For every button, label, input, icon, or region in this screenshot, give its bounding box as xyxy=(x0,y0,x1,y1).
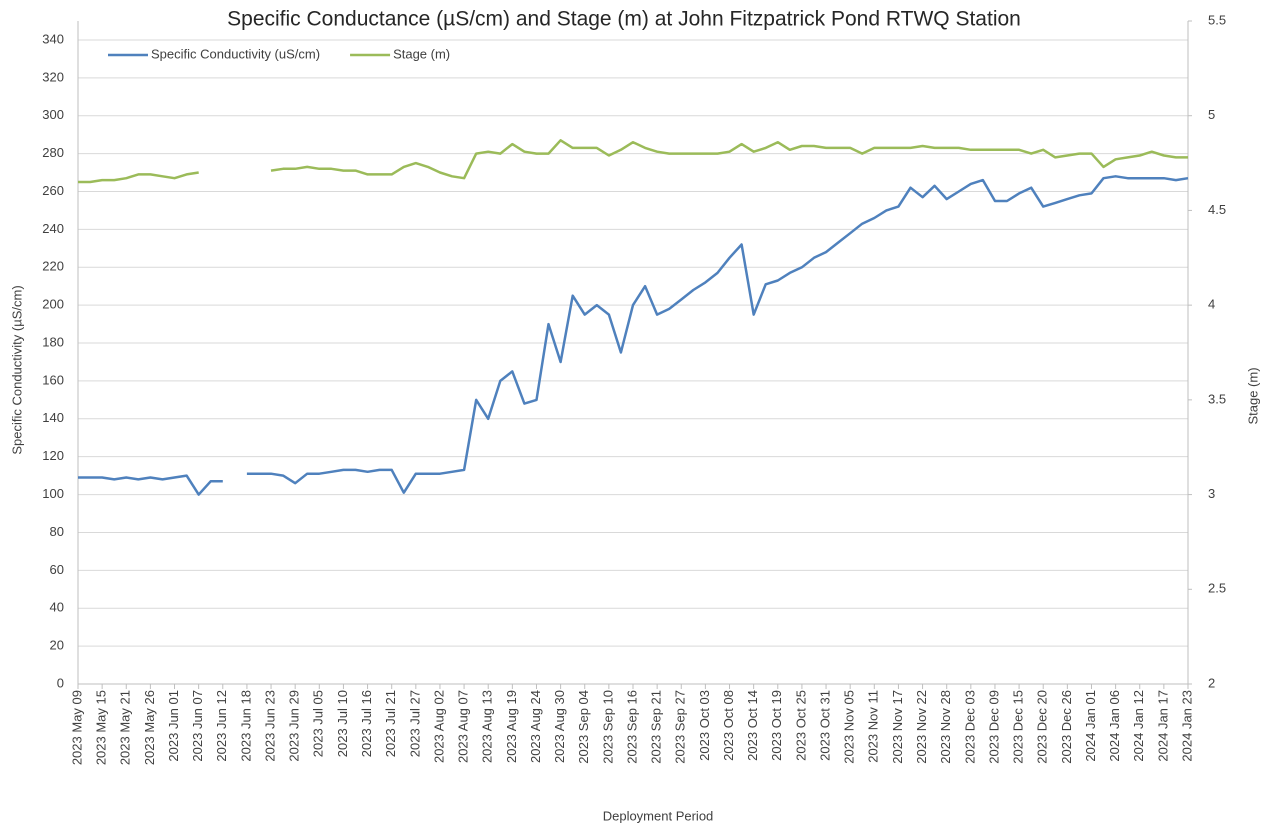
y-tick-label: 240 xyxy=(42,221,64,236)
x-tick-label: 2023 Jun 12 xyxy=(214,690,229,762)
x-tick-label: 2023 Jul 27 xyxy=(407,690,422,757)
y-tick-label: 100 xyxy=(42,486,64,501)
y2-tick-label: 5 xyxy=(1208,107,1215,122)
x-tick-label: 2023 Jul 10 xyxy=(335,690,350,757)
y-tick-label: 320 xyxy=(42,69,64,84)
y2-tick-label: 4.5 xyxy=(1208,202,1226,217)
y-tick-label: 280 xyxy=(42,145,64,160)
y-tick-label: 80 xyxy=(50,524,64,539)
y2-tick-label: 3 xyxy=(1208,486,1215,501)
series-line xyxy=(78,175,1189,496)
x-tick-label: 2023 Dec 09 xyxy=(986,690,1001,764)
y-tick-label: 60 xyxy=(50,562,64,577)
y-tick-label: 300 xyxy=(42,107,64,122)
x-tick-label: 2024 Jan 12 xyxy=(1131,690,1146,762)
x-tick-label: 2023 Oct 03 xyxy=(697,690,712,761)
x-tick-label: 2023 Oct 31 xyxy=(817,690,832,761)
legend-label: Specific Conductivity (uS/cm) xyxy=(151,46,320,61)
x-tick-label: 2023 Dec 20 xyxy=(1035,690,1050,764)
x-tick-label: 2023 Sep 10 xyxy=(600,690,615,764)
y2-tick-label: 2.5 xyxy=(1208,581,1226,596)
x-tick-label: 2023 Nov 05 xyxy=(842,690,857,764)
x-tick-label: 2023 Oct 14 xyxy=(745,690,760,761)
x-tick-label: 2023 Nov 22 xyxy=(914,690,929,764)
x-tick-label: 2023 Sep 27 xyxy=(673,690,688,764)
y2-tick-label: 3.5 xyxy=(1208,391,1226,406)
x-tick-label: 2023 Dec 26 xyxy=(1059,690,1074,764)
x-tick-label: 2024 Jan 01 xyxy=(1083,690,1098,762)
x-tick-label: 2023 Sep 04 xyxy=(576,690,591,764)
legend-label: Stage (m) xyxy=(393,46,450,61)
y-tick-label: 0 xyxy=(57,675,64,690)
x-tick-label: 2023 Aug 13 xyxy=(480,690,495,763)
x-tick-label: 2023 Sep 16 xyxy=(624,690,639,764)
y-tick-label: 200 xyxy=(42,297,64,312)
y2-tick-label: 2 xyxy=(1208,675,1215,690)
x-tick-label: 2023 Oct 19 xyxy=(769,690,784,761)
x-tick-label: 2024 Jan 17 xyxy=(1155,690,1170,762)
y-tick-label: 180 xyxy=(42,334,64,349)
x-tick-label: 2023 Jul 05 xyxy=(311,690,326,757)
x-tick-label: 2023 Oct 25 xyxy=(793,690,808,761)
x-tick-label: 2023 Jun 07 xyxy=(190,690,205,762)
chart-title: Specific Conductance (µS/cm) and Stage (… xyxy=(227,8,1021,31)
y-axis-title: Specific Conductivity (µS/cm) xyxy=(9,285,24,454)
x-tick-label: 2023 Aug 19 xyxy=(504,690,519,763)
y-tick-label: 220 xyxy=(42,259,64,274)
x-tick-label: 2023 Dec 03 xyxy=(962,690,977,764)
x-tick-label: 2024 Jan 23 xyxy=(1179,690,1194,762)
x-tick-label: 2023 May 21 xyxy=(118,690,133,765)
y-tick-label: 140 xyxy=(42,410,64,425)
x-tick-label: 2023 Jun 18 xyxy=(238,690,253,762)
y-tick-label: 120 xyxy=(42,448,64,463)
x-tick-label: 2023 Aug 07 xyxy=(456,690,471,763)
y-tick-label: 340 xyxy=(42,31,64,46)
x-tick-label: 2023 Aug 24 xyxy=(528,690,543,763)
x-tick-label: 2023 Aug 30 xyxy=(552,690,567,763)
series-line xyxy=(78,139,1188,184)
x-tick-label: 2023 Jul 16 xyxy=(359,690,374,757)
x-tick-label: 2023 May 26 xyxy=(142,690,157,765)
x-tick-label: 2023 Nov 28 xyxy=(938,690,953,764)
x-tick-label: 2023 Jun 23 xyxy=(262,690,277,762)
x-tick-label: 2023 Jun 29 xyxy=(287,690,302,762)
x-tick-label: 2023 Nov 17 xyxy=(890,690,905,764)
x-tick-label: 2023 Aug 02 xyxy=(431,690,446,763)
y-tick-label: 160 xyxy=(42,372,64,387)
y-tick-label: 40 xyxy=(50,600,64,615)
y2-tick-label: 4 xyxy=(1208,297,1215,312)
x-tick-label: 2023 Jul 21 xyxy=(383,690,398,757)
x-tick-label: 2023 Nov 11 xyxy=(866,690,881,763)
x-tick-label: 2023 May 15 xyxy=(94,690,109,765)
y2-axis-title: Stage (m) xyxy=(1245,367,1260,424)
x-tick-label: 2023 Sep 21 xyxy=(649,690,664,764)
x-tick-label: 2023 Oct 08 xyxy=(721,690,736,761)
x-axis-title: Deployment Period xyxy=(603,808,714,823)
y-tick-label: 260 xyxy=(42,183,64,198)
x-tick-label: 2023 May 09 xyxy=(69,690,84,765)
x-tick-label: 2023 Dec 15 xyxy=(1011,690,1026,764)
y2-tick-label: 5.5 xyxy=(1208,12,1226,27)
x-tick-label: 2023 Jun 01 xyxy=(166,690,181,762)
x-tick-label: 2024 Jan 06 xyxy=(1107,690,1122,762)
y-tick-label: 20 xyxy=(50,638,64,653)
